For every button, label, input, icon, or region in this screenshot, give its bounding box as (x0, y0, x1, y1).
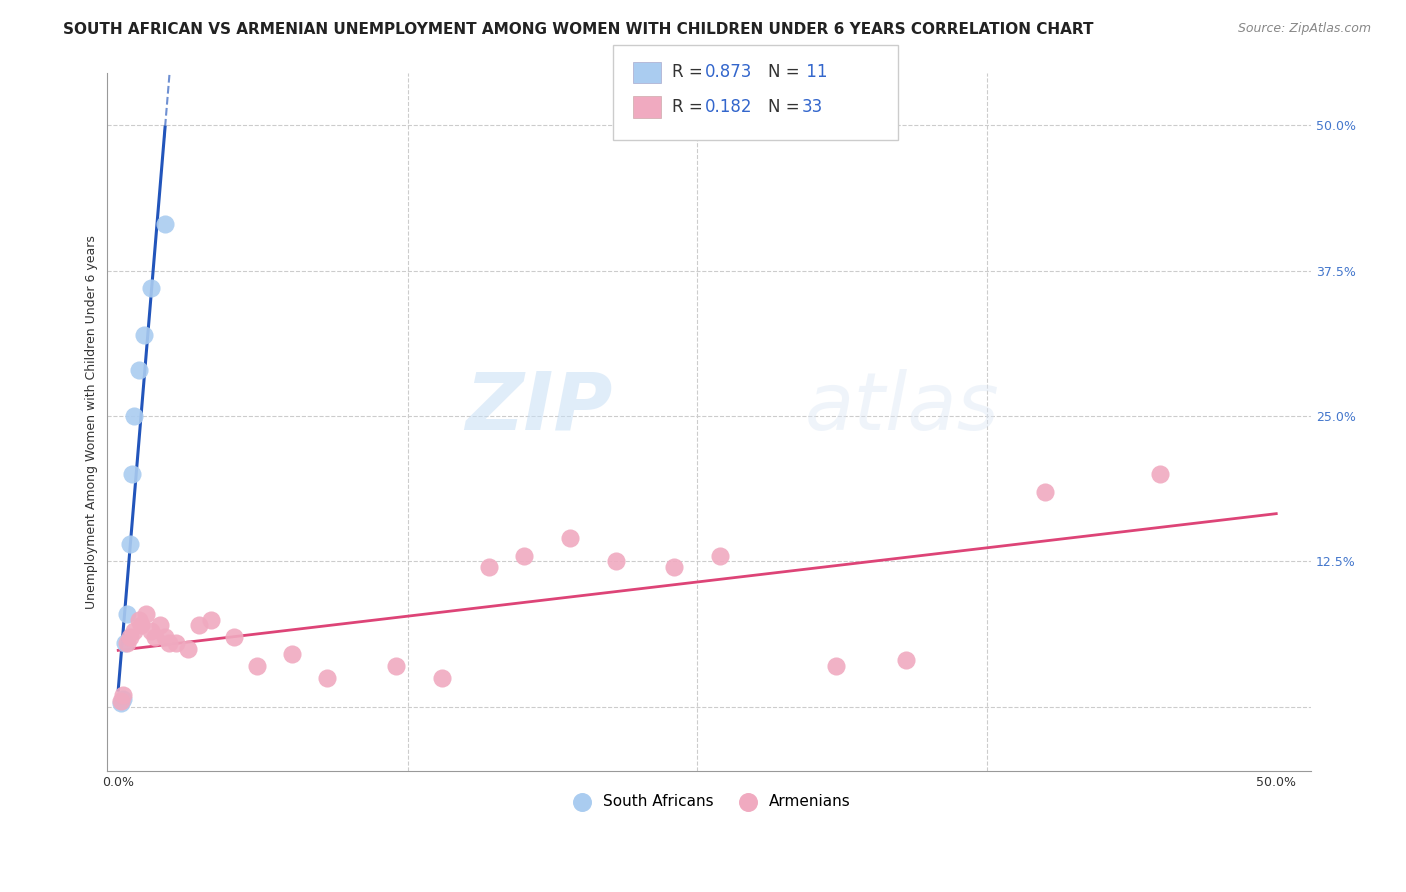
Text: N =: N = (768, 63, 804, 81)
Point (165, 636, 187, 650)
Text: R =: R = (672, 98, 709, 116)
Text: SOUTH AFRICAN VS ARMENIAN UNEMPLOYMENT AMONG WOMEN WITH CHILDREN UNDER 6 YEARS C: SOUTH AFRICAN VS ARMENIAN UNEMPLOYMENT A… (63, 22, 1094, 37)
Point (188, 618, 211, 632)
Point (709, 549, 731, 563)
Point (124, 624, 146, 639)
Point (118, 630, 141, 644)
Point (385, 659, 408, 673)
Point (246, 659, 269, 673)
Point (1033, 484, 1056, 499)
Point (149, 618, 172, 632)
Point (176, 641, 198, 656)
Point (281, 648, 304, 662)
Point (128, 362, 150, 376)
Y-axis label: Unemployment Among Women with Children Under 6 years: Unemployment Among Women with Children U… (86, 235, 98, 608)
Point (222, 630, 245, 644)
Text: ZIP: ZIP (465, 369, 613, 447)
Point (131, 618, 153, 632)
Point (512, 549, 534, 563)
Point (132, 327, 155, 342)
Point (315, 671, 337, 685)
Point (153, 217, 176, 231)
Point (432, 671, 454, 685)
Point (135, 607, 157, 621)
Point (110, 694, 132, 708)
Point (117, 636, 139, 650)
Text: 11: 11 (801, 63, 828, 81)
Text: R =: R = (672, 63, 709, 81)
Text: 33: 33 (801, 98, 823, 116)
Point (111, 691, 134, 706)
Point (121, 467, 143, 482)
Text: Source: ZipAtlas.com: Source: ZipAtlas.com (1237, 22, 1371, 36)
Point (558, 531, 581, 545)
Point (200, 613, 222, 627)
Point (825, 659, 848, 673)
Point (139, 624, 162, 639)
Point (117, 607, 139, 621)
Point (605, 554, 627, 568)
Text: N =: N = (768, 98, 804, 116)
Point (114, 636, 136, 650)
Text: 0.182: 0.182 (704, 98, 752, 116)
Text: atlas: atlas (806, 369, 1000, 447)
Point (110, 696, 132, 710)
Point (118, 537, 141, 551)
Point (124, 409, 146, 423)
Point (662, 560, 685, 574)
Text: 0.873: 0.873 (704, 63, 752, 81)
Point (143, 630, 166, 644)
Point (153, 630, 176, 644)
Point (894, 653, 917, 667)
Point (111, 688, 134, 702)
Legend: South Africans, Armenians: South Africans, Armenians (561, 789, 856, 815)
Point (478, 560, 501, 574)
Point (139, 281, 162, 295)
Point (1149, 467, 1171, 482)
Point (157, 636, 180, 650)
Point (128, 613, 150, 627)
